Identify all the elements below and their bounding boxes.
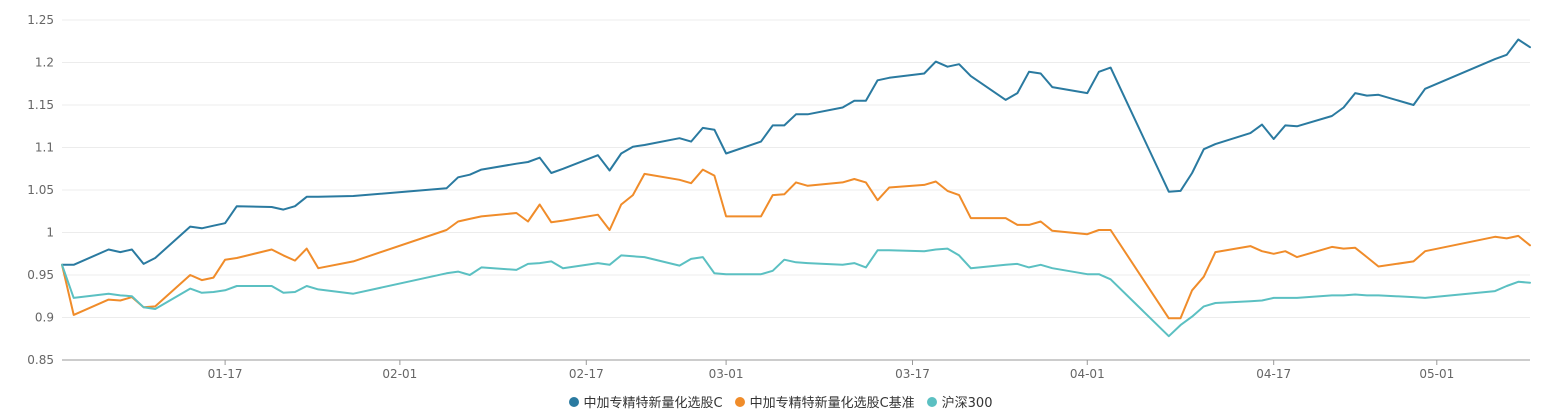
legend-item-1[interactable]: 中加专精特新量化选股C (568, 392, 723, 411)
x-tick-label: 02-01 (382, 367, 417, 381)
gridlines (62, 19, 1530, 318)
x-tick-label: 01-17 (208, 367, 243, 381)
legend-item-2[interactable]: 中加专精特新量化选股C基准 (734, 392, 915, 411)
legend-marker (568, 396, 579, 407)
legend-label: 中加专精特新量化选股C (583, 396, 723, 411)
x-tick-label: 04-17 (1256, 367, 1291, 381)
line-chart: 0.85 0.9 0.95 1 1.05 1.1 1.15 1.2 1.25 01-17 02-0… (27, 13, 1531, 381)
y-tick-label: 0.95 (27, 268, 54, 282)
y-tick-label: 1.1 (35, 141, 54, 155)
x-tick-label: 03-01 (709, 367, 744, 381)
y-tick-label: 0.85 (27, 353, 54, 367)
series-line-1[interactable] (61, 38, 1531, 266)
y-tick-label: 1.05 (27, 183, 54, 197)
y-tick-label: 1.2 (35, 56, 54, 70)
x-tick-label: 04-01 (1070, 367, 1105, 381)
y-tick-label: 0.9 (35, 311, 54, 325)
legend-marker (734, 396, 745, 407)
x-axis-tick-labels: 01-17 02-01 02-17 03-01 03-17 04-01 04-17 05-01 (208, 360, 1454, 381)
x-tick-label: 02-17 (569, 367, 604, 381)
y-tick-label: 1.25 (27, 13, 54, 27)
legend-label: 沪深300 (941, 396, 993, 411)
series-line-2[interactable] (61, 168, 1531, 320)
y-axis-tick-labels: 0.85 0.9 0.95 1 1.05 1.1 1.15 1.2 1.25 (27, 13, 54, 367)
y-tick-label: 1 (46, 226, 54, 240)
x-tick-label: 03-17 (895, 367, 930, 381)
legend-marker (926, 396, 937, 407)
legend-item-3[interactable]: 沪深300 (926, 392, 993, 411)
x-tick-label: 05-01 (1419, 367, 1454, 381)
legend-label: 中加专精特新量化选股C基准 (749, 396, 915, 411)
series-line-3[interactable] (61, 247, 1531, 338)
series-lines (61, 38, 1531, 338)
legend[interactable]: 中加专精特新量化选股C 中加专精特新量化选股C基准 沪深300 (0, 392, 1561, 411)
y-tick-label: 1.15 (27, 98, 54, 112)
